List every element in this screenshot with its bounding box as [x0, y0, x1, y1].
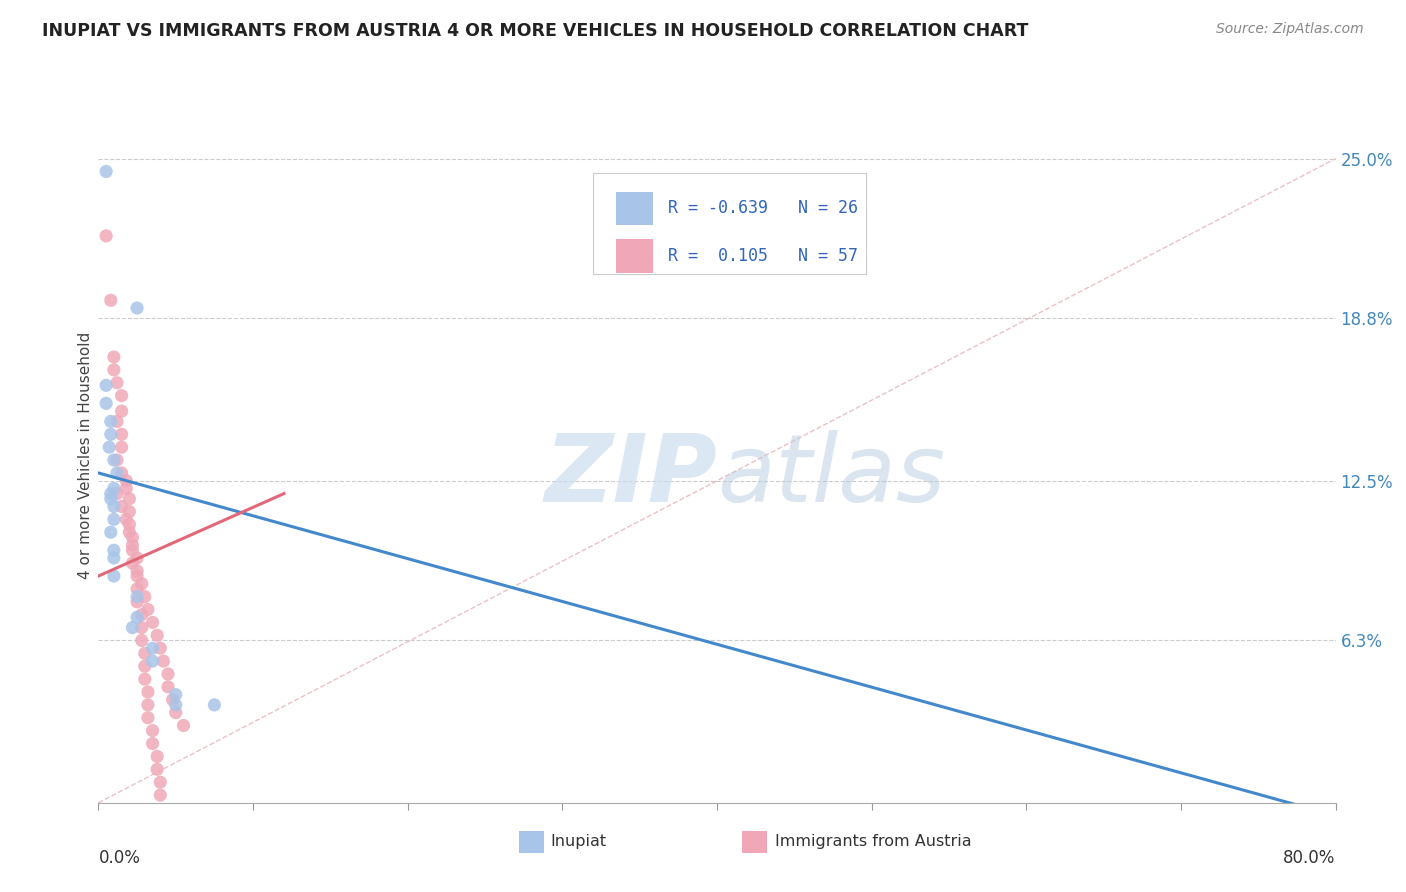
Point [105, 453, 128, 467]
Bar [593, 173, 866, 274]
Point [134, 590, 156, 604]
Point [165, 688, 187, 702]
Point [103, 363, 125, 377]
Point [103, 453, 125, 467]
Point [96, 378, 118, 392]
Point [105, 466, 128, 480]
Point [131, 621, 153, 635]
Point [105, 486, 128, 500]
Point [96, 396, 118, 410]
Point [127, 582, 149, 596]
Point [127, 301, 149, 315]
Point [149, 788, 172, 802]
Text: Inupiat: Inupiat [550, 834, 606, 849]
Point [157, 667, 180, 681]
Point [165, 706, 187, 720]
Point [134, 659, 156, 673]
Point [136, 711, 159, 725]
Point [118, 525, 141, 540]
Point [103, 500, 125, 514]
Point [115, 512, 138, 526]
Point [165, 698, 187, 712]
Point [121, 621, 143, 635]
Point [173, 718, 195, 732]
Point [146, 749, 169, 764]
Point [121, 530, 143, 544]
Point [103, 569, 125, 583]
Point [134, 672, 156, 686]
Point [136, 685, 159, 699]
Point [115, 474, 138, 488]
Point [127, 551, 149, 566]
Point [146, 762, 169, 776]
Point [127, 610, 149, 624]
Point [111, 500, 134, 514]
Point [100, 414, 122, 428]
Text: Source: ZipAtlas.com: Source: ZipAtlas.com [1216, 22, 1364, 37]
Point [103, 551, 125, 566]
Point [152, 654, 174, 668]
Y-axis label: 4 or more Vehicles in Household: 4 or more Vehicles in Household [77, 331, 93, 579]
Point [142, 641, 165, 656]
Point [98, 440, 121, 454]
Point [149, 775, 172, 789]
Point [111, 389, 134, 403]
Point [162, 692, 184, 706]
Point [111, 466, 134, 480]
Point [142, 654, 165, 668]
Point [127, 590, 149, 604]
Point [157, 680, 180, 694]
Point [111, 427, 134, 442]
Point [115, 482, 138, 496]
Point [103, 543, 125, 558]
Point [131, 633, 153, 648]
Point [146, 628, 169, 642]
Point [131, 607, 153, 622]
Text: 80.0%: 80.0% [1284, 849, 1336, 867]
Text: 0.0%: 0.0% [98, 849, 141, 867]
Point [142, 737, 165, 751]
Point [111, 404, 134, 418]
Point [103, 512, 125, 526]
Text: atlas: atlas [717, 430, 945, 521]
Point [131, 576, 153, 591]
Point [121, 556, 143, 570]
Point [103, 482, 125, 496]
Point [118, 505, 141, 519]
Point [142, 723, 165, 738]
Point [111, 440, 134, 454]
Text: Immigrants from Austria: Immigrants from Austria [775, 834, 972, 849]
Point [100, 293, 122, 308]
Point [100, 486, 122, 500]
Bar [742, 830, 766, 853]
Text: R =  0.105   N = 57: R = 0.105 N = 57 [668, 247, 858, 265]
Bar [519, 830, 544, 853]
Text: ZIP: ZIP [544, 430, 717, 522]
Point [142, 615, 165, 630]
Text: R = -0.639   N = 26: R = -0.639 N = 26 [668, 200, 858, 218]
Bar [616, 192, 652, 225]
Point [136, 698, 159, 712]
Point [149, 641, 172, 656]
Point [96, 164, 118, 178]
Bar [616, 239, 652, 273]
Text: INUPIAT VS IMMIGRANTS FROM AUSTRIA 4 OR MORE VEHICLES IN HOUSEHOLD CORRELATION C: INUPIAT VS IMMIGRANTS FROM AUSTRIA 4 OR … [42, 22, 1029, 40]
Point [121, 543, 143, 558]
Point [127, 564, 149, 578]
Point [136, 602, 159, 616]
Point [100, 491, 122, 506]
Point [105, 376, 128, 390]
Point [118, 517, 141, 532]
Point [100, 427, 122, 442]
Point [121, 538, 143, 552]
Point [134, 646, 156, 660]
Point [204, 698, 226, 712]
Point [96, 228, 118, 243]
Point [100, 525, 122, 540]
Point [127, 595, 149, 609]
Point [118, 491, 141, 506]
Point [103, 350, 125, 364]
Point [127, 569, 149, 583]
Point [105, 414, 128, 428]
